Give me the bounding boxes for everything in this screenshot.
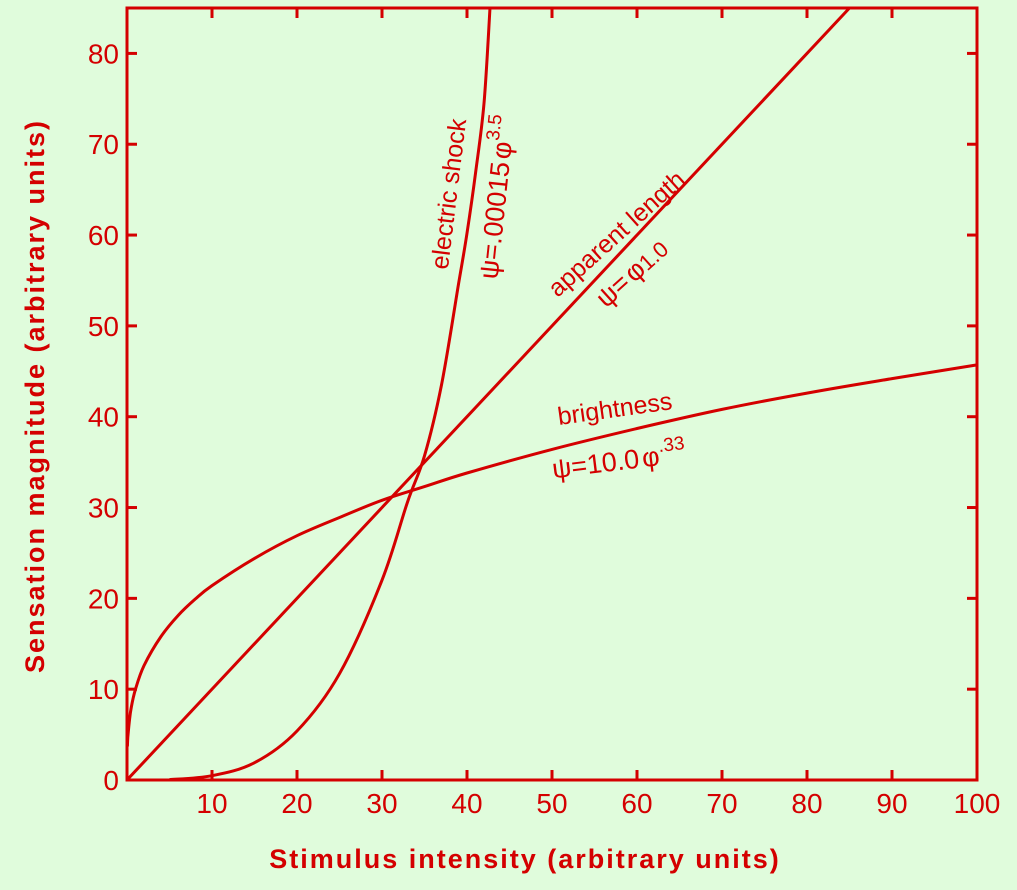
y-tick-label: 70 <box>88 129 119 160</box>
y-axis-title: Sensation magnitude (arbitrary units) <box>20 119 50 673</box>
x-tick-label: 50 <box>536 788 567 819</box>
axis-tick-labels: 10 20 30 40 50 60 70 80 90 100 0 10 20 30 40 50 60 70 80 <box>88 38 1001 819</box>
y-tick-label: 80 <box>88 38 119 69</box>
x-tick-label: 80 <box>791 788 822 819</box>
y-tick-label: 60 <box>88 220 119 251</box>
brightness-equation: ψ=10.0φ.33 <box>550 433 688 484</box>
electric-shock-equation: ψ=.00015φ3.5 <box>469 113 521 280</box>
brightness-curve <box>127 365 977 747</box>
x-tick-label: 100 <box>954 788 1001 819</box>
y-tick-label: 20 <box>88 583 119 614</box>
x-axis-title: Stimulus intensity (arbitrary units) <box>269 844 781 874</box>
equation-coefficient: =10.0 <box>569 444 640 482</box>
x-tick-label: 40 <box>451 788 482 819</box>
equation-exponent: .33 <box>657 433 686 457</box>
x-tick-label: 70 <box>706 788 737 819</box>
x-tick-label: 20 <box>281 788 312 819</box>
y-tick-label: 40 <box>88 402 119 433</box>
y-tick-label: 0 <box>103 765 119 796</box>
x-tick-label: 10 <box>196 788 227 819</box>
equation-exponent: 3.5 <box>483 113 507 141</box>
y-tick-label: 10 <box>88 674 119 705</box>
x-tick-label: 30 <box>366 788 397 819</box>
y-tick-label: 50 <box>88 311 119 342</box>
x-tick-label: 90 <box>876 788 907 819</box>
electric-shock-curve <box>170 8 491 780</box>
plot-frame <box>127 8 977 780</box>
phi-symbol: φ <box>486 140 518 161</box>
y-tick-label: 30 <box>88 493 119 524</box>
axis-ticks <box>127 8 977 780</box>
x-tick-label: 60 <box>621 788 652 819</box>
equation-coefficient: =.00015 <box>476 160 516 261</box>
data-curves <box>127 8 977 780</box>
